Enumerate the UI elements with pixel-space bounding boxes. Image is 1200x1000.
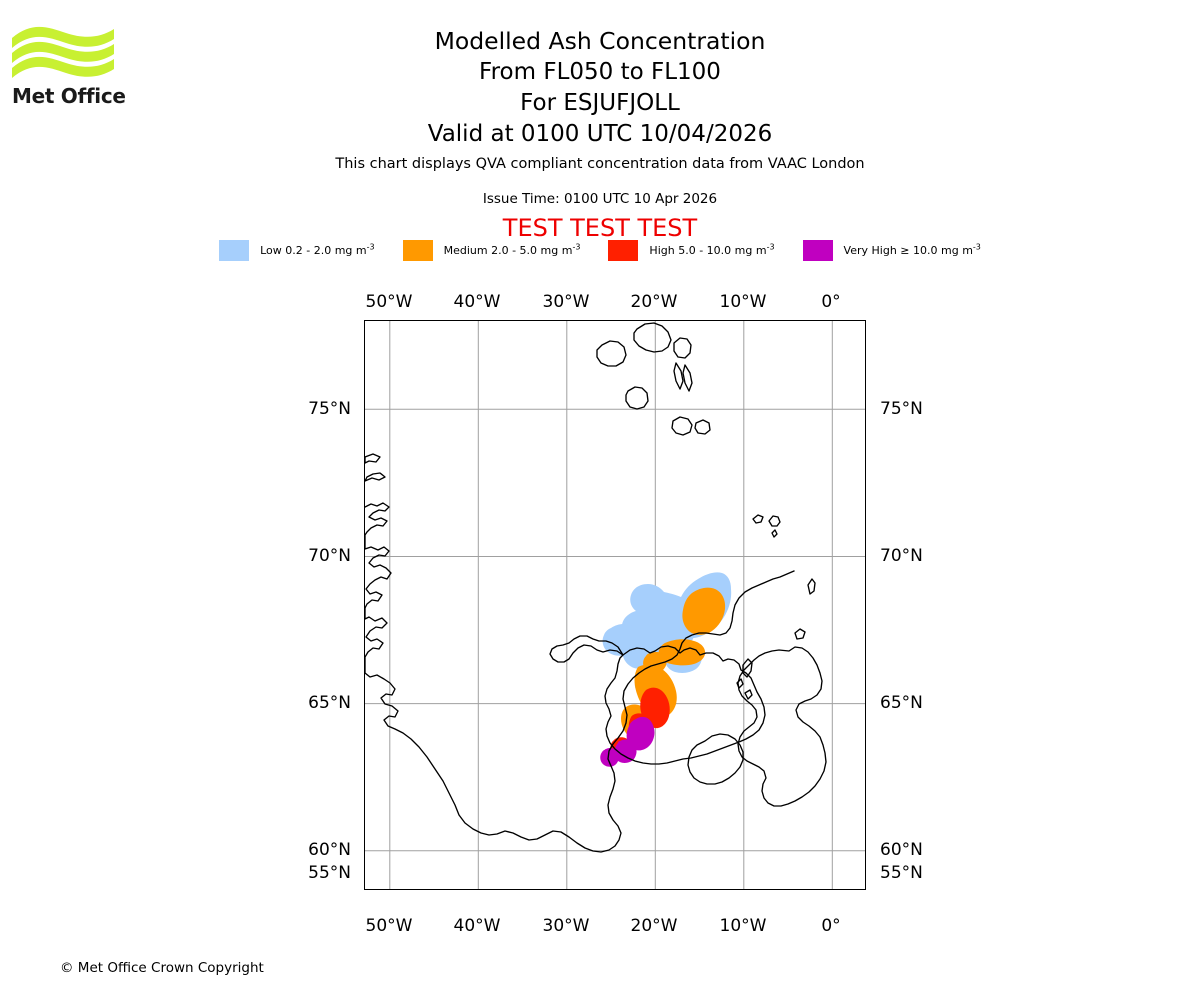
coastline-svalbard-strip-1 <box>673 362 684 390</box>
legend-label-very-high: Very High ≥ 10.0 mg m-3 <box>843 242 981 257</box>
lon-tick-top-0: 0° <box>821 292 841 312</box>
legend-label-low: Low 0.2 - 2.0 mg m-3 <box>260 242 375 257</box>
met-office-waves-icon <box>12 26 114 78</box>
coastline-faroe-small <box>771 529 778 538</box>
legend-item-high: High 5.0 - 10.0 mg m-3 <box>608 240 775 261</box>
qva-compliance-note: This chart displays QVA compliant concen… <box>335 156 865 172</box>
coastline-hebrides-small-2 <box>744 689 753 700</box>
lat-tick-right-60n: 60°N <box>880 840 923 860</box>
coastline-greenland-ne-1 <box>596 340 627 367</box>
lat-tick-left-65n: 65°N <box>308 693 351 713</box>
coastline-outer-hebrides <box>742 658 753 678</box>
lat-tick-left-55n: 55°N <box>308 863 351 883</box>
met-office-logo: Met Office <box>10 22 130 117</box>
coastline-svalbard-strip-2 <box>682 364 693 392</box>
lon-tick-bottom-40w: 40°W <box>453 916 501 936</box>
legend-item-very-high: Very High ≥ 10.0 mg m-3 <box>802 240 981 261</box>
map-gridlines <box>365 321 865 889</box>
legend-swatch-very-high <box>802 240 833 261</box>
coastline-great-britain <box>737 646 827 807</box>
lon-tick-bottom-30w: 30°W <box>542 916 590 936</box>
lon-tick-top-40w: 40°W <box>453 292 501 312</box>
coastline-orkney <box>794 628 806 640</box>
lon-tick-top-30w: 30°W <box>542 292 590 312</box>
title-line-2: From FL050 to FL100 <box>479 59 721 85</box>
lon-tick-bottom-20w: 20°W <box>630 916 678 936</box>
lat-tick-left-60n: 60°N <box>308 840 351 860</box>
legend-label-high: High 5.0 - 10.0 mg m-3 <box>649 242 775 257</box>
chart-heading: Modelled Ash Concentration From FL050 to… <box>0 26 1200 150</box>
lat-tick-right-75n: 75°N <box>880 399 923 419</box>
legend-label-medium: Medium 2.0 - 5.0 mg m-3 <box>443 242 581 257</box>
coastline-island-ne-2 <box>694 419 711 435</box>
lon-tick-top-20w: 20°W <box>630 292 678 312</box>
coastline-jan-mayen <box>752 514 764 524</box>
lat-tick-left-75n: 75°N <box>308 399 351 419</box>
test-banner: TEST TEST TEST <box>502 214 698 242</box>
coastline-shetland <box>807 578 816 595</box>
coastline-svalbard <box>633 322 672 353</box>
coastline-faroe-islands <box>768 515 781 527</box>
map-canvas <box>365 321 865 889</box>
coastline-hebrides-small-1 <box>736 678 744 689</box>
lon-tick-top-10w: 10°W <box>719 292 767 312</box>
lat-tick-left-70n: 70°N <box>308 546 351 566</box>
coastline-greenland <box>365 502 795 853</box>
concentration-legend: Low 0.2 - 2.0 mg m-3 Medium 2.0 - 5.0 mg… <box>0 240 1200 261</box>
coastline-island-ne-1 <box>671 416 693 436</box>
map-coastlines <box>365 322 827 853</box>
legend-item-low: Low 0.2 - 2.0 mg m-3 <box>219 240 375 261</box>
lon-tick-bottom-50w: 50°W <box>365 916 413 936</box>
lat-tick-right-65n: 65°N <box>880 693 923 713</box>
coastline-svalbard-east <box>673 337 692 359</box>
issue-time-label: Issue Time: 0100 UTC 10 Apr 2026 <box>482 191 718 207</box>
coastline-greenland-fjord-2 <box>365 453 381 464</box>
ash-concentration-map <box>364 320 866 890</box>
legend-swatch-high <box>608 240 639 261</box>
met-office-logo-text: Met Office <box>12 84 126 108</box>
title-line-4: Valid at 0100 UTC 10/04/2026 <box>427 121 773 147</box>
coastline-iceland-nw-peninsula <box>549 635 624 663</box>
legend-swatch-medium <box>402 240 433 261</box>
coastline-iceland <box>604 645 766 765</box>
lon-tick-bottom-0: 0° <box>821 916 841 936</box>
legend-swatch-low <box>219 240 250 261</box>
lon-tick-bottom-10w: 10°W <box>719 916 767 936</box>
title-line-3: For ESJUFJOLL <box>520 90 680 116</box>
legend-item-medium: Medium 2.0 - 5.0 mg m-3 <box>402 240 581 261</box>
title-line-1: Modelled Ash Concentration <box>434 27 766 55</box>
coastline-greenland-fjord-1 <box>365 472 386 482</box>
lat-tick-right-70n: 70°N <box>880 546 923 566</box>
lat-tick-right-55n: 55°N <box>880 863 923 883</box>
coastline-ireland <box>687 733 744 785</box>
lon-tick-top-50w: 50°W <box>365 292 413 312</box>
coastline-greenland-ne-2 <box>625 386 649 410</box>
copyright-notice: © Met Office Crown Copyright <box>60 960 264 976</box>
ash-plume-very-high <box>600 716 655 767</box>
